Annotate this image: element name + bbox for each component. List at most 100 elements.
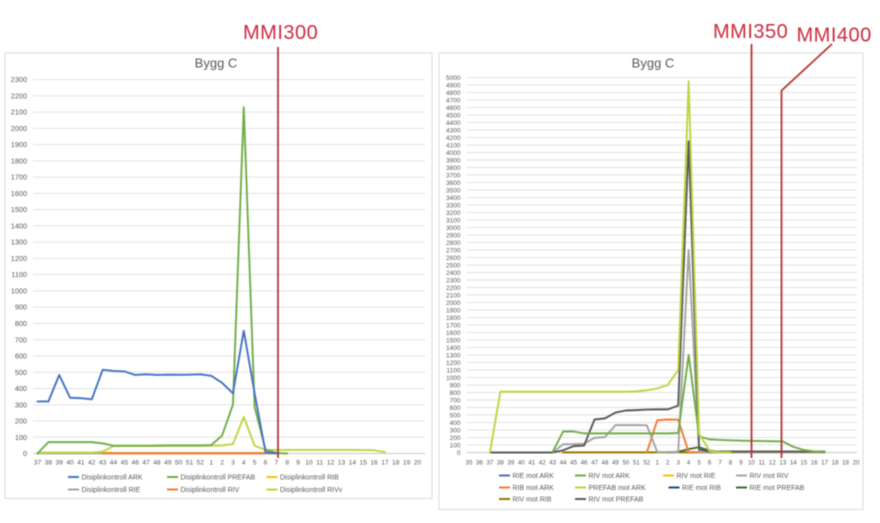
svg-text:17: 17 (381, 460, 389, 467)
svg-text:7: 7 (274, 460, 278, 467)
svg-text:51: 51 (186, 460, 194, 467)
svg-text:14: 14 (349, 460, 357, 467)
svg-text:4200: 4200 (446, 135, 461, 142)
svg-text:RIV mot ARK: RIV mot ARK (589, 473, 631, 480)
svg-text:2700: 2700 (446, 247, 461, 254)
svg-text:44: 44 (560, 460, 567, 467)
svg-text:Bygg C: Bygg C (195, 56, 238, 71)
svg-text:200: 200 (450, 435, 461, 442)
svg-text:3500: 3500 (446, 187, 461, 194)
svg-text:42: 42 (539, 460, 546, 467)
svg-text:19: 19 (403, 460, 411, 467)
svg-text:MMI400: MMI400 (797, 25, 872, 47)
svg-text:37: 37 (486, 460, 493, 467)
svg-text:700: 700 (450, 397, 461, 404)
svg-text:36: 36 (476, 460, 483, 467)
svg-text:38: 38 (497, 460, 504, 467)
svg-text:1900: 1900 (11, 140, 27, 149)
svg-text:4700: 4700 (446, 97, 461, 104)
svg-text:500: 500 (15, 368, 27, 377)
svg-text:1800: 1800 (446, 315, 461, 322)
svg-text:40: 40 (66, 460, 74, 467)
svg-text:1500: 1500 (11, 205, 27, 214)
svg-text:46: 46 (581, 460, 588, 467)
svg-text:700: 700 (15, 335, 27, 344)
svg-text:4500: 4500 (446, 112, 461, 119)
svg-text:3800: 3800 (446, 165, 461, 172)
svg-text:3200: 3200 (446, 210, 461, 217)
svg-text:1300: 1300 (11, 238, 27, 247)
svg-text:1: 1 (656, 460, 660, 467)
svg-text:1400: 1400 (446, 345, 461, 352)
svg-text:2400: 2400 (446, 270, 461, 277)
svg-text:Disiplinkontroll RIE: Disiplinkontroll RIE (82, 487, 141, 494)
svg-text:100: 100 (15, 433, 27, 442)
svg-text:4600: 4600 (446, 105, 461, 112)
svg-text:7: 7 (718, 460, 722, 467)
svg-text:17: 17 (821, 460, 828, 467)
svg-text:800: 800 (15, 319, 27, 328)
svg-text:15: 15 (359, 460, 367, 467)
svg-text:3300: 3300 (446, 202, 461, 209)
svg-text:49: 49 (612, 460, 619, 467)
svg-text:2: 2 (220, 460, 224, 467)
svg-text:600: 600 (15, 352, 27, 361)
svg-text:2000: 2000 (11, 124, 27, 133)
svg-text:50: 50 (175, 460, 183, 467)
svg-text:4: 4 (687, 460, 691, 467)
svg-text:200: 200 (15, 417, 27, 426)
svg-text:3400: 3400 (446, 195, 461, 202)
svg-text:Disiplinkontroll PREFAB: Disiplinkontroll PREFAB (181, 474, 256, 481)
svg-text:RIV mot RIV: RIV mot RIV (750, 473, 789, 480)
svg-text:3900: 3900 (446, 157, 461, 164)
svg-text:8: 8 (285, 460, 289, 467)
svg-text:RIE mot ARK: RIE mot ARK (513, 473, 555, 480)
svg-text:9: 9 (296, 460, 300, 467)
svg-text:1500: 1500 (446, 337, 461, 344)
svg-text:12: 12 (769, 460, 776, 467)
svg-text:40: 40 (518, 460, 525, 467)
svg-text:Disiplinkontroll RIV: Disiplinkontroll RIV (181, 487, 240, 494)
svg-text:500: 500 (450, 412, 461, 419)
svg-text:20: 20 (853, 460, 860, 467)
svg-text:3: 3 (231, 460, 235, 467)
svg-text:900: 900 (15, 303, 27, 312)
svg-text:45: 45 (570, 460, 577, 467)
svg-text:13: 13 (338, 460, 346, 467)
svg-text:49: 49 (164, 460, 172, 467)
svg-text:46: 46 (131, 460, 139, 467)
svg-text:41: 41 (77, 460, 85, 467)
svg-text:400: 400 (450, 420, 461, 427)
svg-text:2900: 2900 (446, 232, 461, 239)
svg-text:400: 400 (15, 384, 27, 393)
svg-text:14: 14 (790, 460, 797, 467)
svg-text:2300: 2300 (446, 277, 461, 284)
svg-text:RIB mot ARK: RIB mot ARK (513, 485, 555, 492)
svg-text:2100: 2100 (11, 108, 27, 117)
svg-text:RIV mot PREFAB: RIV mot PREFAB (589, 496, 644, 503)
svg-text:600: 600 (450, 405, 461, 412)
svg-text:RIV mot RIE: RIV mot RIE (677, 473, 716, 480)
svg-text:44: 44 (110, 460, 118, 467)
svg-text:37: 37 (34, 460, 42, 467)
svg-text:48: 48 (602, 460, 609, 467)
svg-text:MMI300: MMI300 (243, 22, 318, 44)
svg-text:2000: 2000 (446, 300, 461, 307)
svg-text:Disiplinkontroll RIVv: Disiplinkontroll RIVv (280, 487, 343, 494)
svg-text:Disiplinkontroll RIB: Disiplinkontroll RIB (280, 474, 339, 481)
svg-text:Bygg C: Bygg C (632, 56, 675, 71)
svg-text:16: 16 (811, 460, 818, 467)
svg-text:1000: 1000 (446, 375, 461, 382)
svg-text:47: 47 (142, 460, 150, 467)
svg-text:4900: 4900 (446, 82, 461, 89)
svg-text:1300: 1300 (446, 352, 461, 359)
svg-text:2800: 2800 (446, 240, 461, 247)
svg-text:3: 3 (676, 460, 680, 467)
svg-text:41: 41 (528, 460, 535, 467)
svg-text:2500: 2500 (446, 262, 461, 269)
svg-text:RIV mot RIB: RIV mot RIB (513, 496, 552, 503)
svg-text:39: 39 (507, 460, 514, 467)
svg-text:0: 0 (457, 450, 461, 457)
svg-text:4: 4 (242, 460, 246, 467)
svg-text:10: 10 (748, 460, 755, 467)
